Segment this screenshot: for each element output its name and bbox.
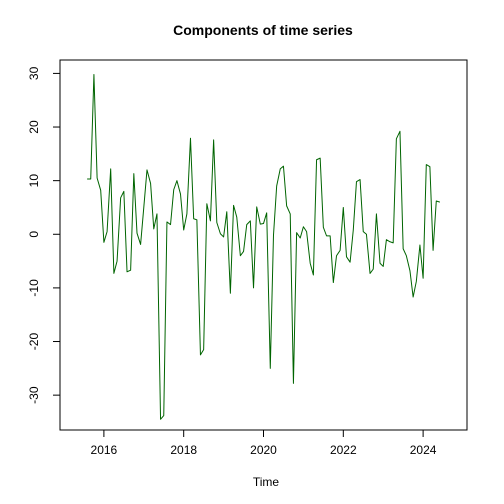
- series-line: [87, 74, 440, 419]
- x-axis: 2016 2018 2020 2022 2024: [91, 430, 437, 457]
- x-axis-title: Time: [253, 475, 280, 489]
- x-tick-label: 2020: [250, 443, 277, 457]
- x-tick-label: 2016: [91, 443, 118, 457]
- y-tick-label: -30: [27, 386, 41, 404]
- series-layer: [87, 74, 440, 419]
- x-tick-label: 2024: [410, 443, 437, 457]
- plot-area-border: [60, 60, 467, 430]
- y-tick-label: 10: [27, 174, 41, 188]
- y-tick-label: 30: [27, 66, 41, 80]
- y-axis: 30 20 10 0 -10 -20 -30: [27, 66, 60, 403]
- chart-title: Components of time series: [173, 22, 353, 38]
- y-tick-label: 20: [27, 120, 41, 134]
- x-tick-label: 2022: [330, 443, 357, 457]
- x-tick-label: 2018: [170, 443, 197, 457]
- y-tick-label: -20: [27, 333, 41, 351]
- y-tick-label: 0: [27, 231, 41, 238]
- y-tick-label: -10: [27, 279, 41, 297]
